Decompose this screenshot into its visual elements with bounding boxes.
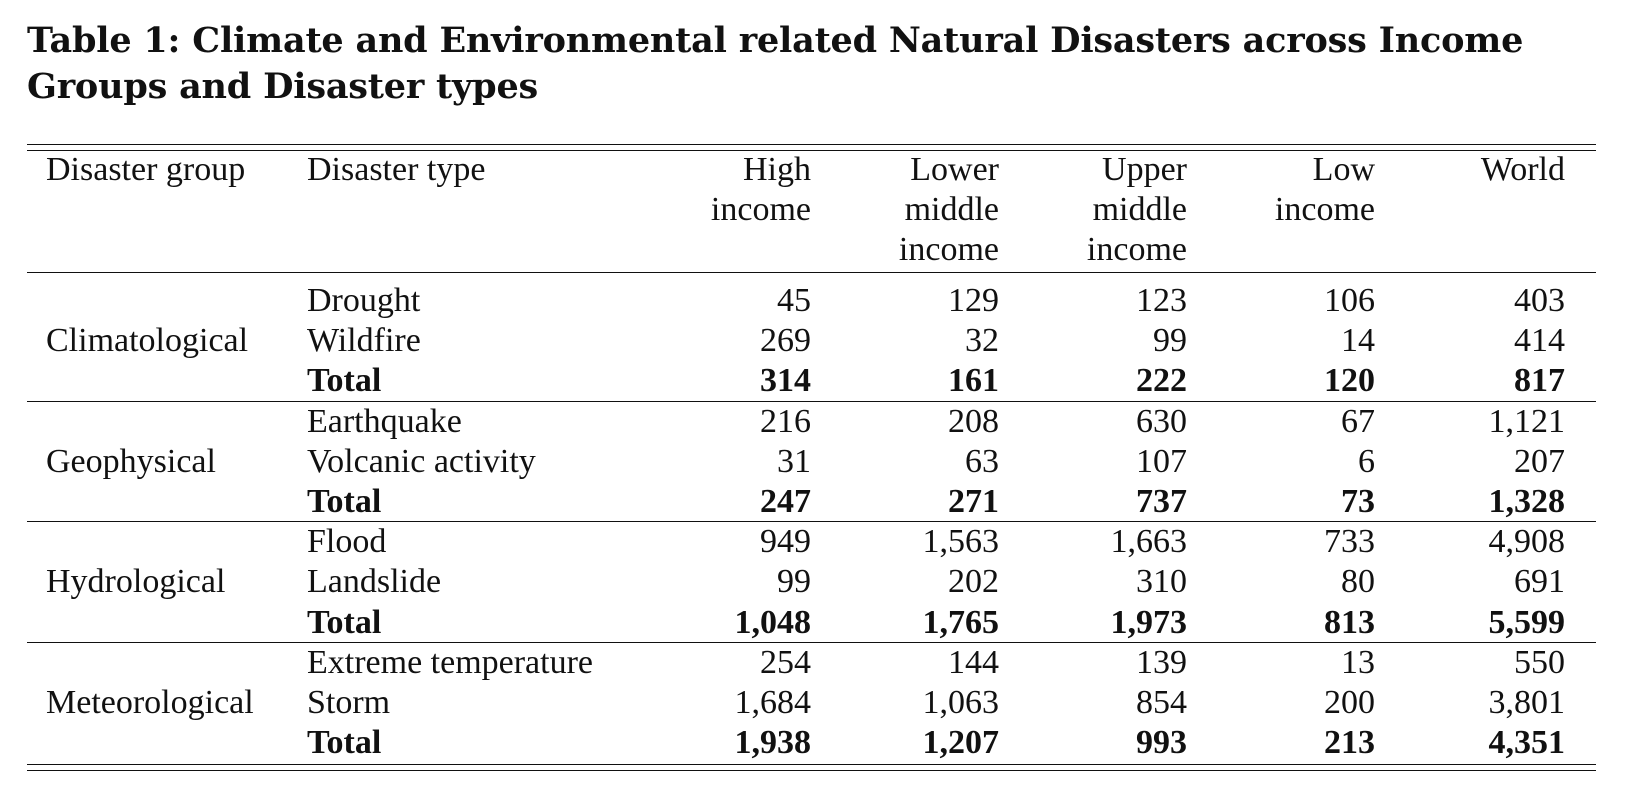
bottom-rule-2 [27,770,1596,772]
value-cell: 106 [1324,282,1375,319]
disaster-type-cell: Flood [307,523,387,561]
header-high-income: High income [710,151,811,228]
value-cell: 993 [1136,724,1187,762]
value-cell: 737 [1136,483,1187,520]
value-cell: 1,121 [1488,402,1566,440]
table-caption: Table 1: Climate and Environmental relat… [27,18,1607,110]
value-cell: 1,328 [1488,483,1566,520]
value-cell: 1,938 [734,724,812,762]
group-label: Hydrological [46,563,226,601]
value-cell: 414 [1514,322,1565,360]
value-cell: 550 [1514,643,1565,681]
value-cell: 129 [948,282,999,319]
value-cell: 4,351 [1488,724,1566,762]
value-cell: 6 [1358,442,1375,480]
caption-label: Table 1: [27,20,181,61]
value-cell: 144 [948,643,999,681]
value-cell: 1,973 [1110,603,1188,641]
value-cell: 31 [777,442,811,480]
value-cell: 1,563 [922,523,1000,561]
value-cell: 691 [1514,563,1565,601]
value-cell: 99 [1153,322,1187,360]
top-rule-1 [27,144,1596,145]
value-cell: 247 [760,483,811,520]
header-world: World [1480,151,1565,188]
value-cell: 1,048 [734,603,812,641]
value-cell: 5,599 [1488,603,1566,641]
value-cell: 208 [948,402,999,440]
value-cell: 1,063 [922,684,1000,721]
value-cell: 73 [1341,483,1375,520]
value-cell: 817 [1514,362,1565,400]
value-cell: 32 [965,322,999,360]
value-cell: 310 [1136,563,1187,601]
value-cell: 271 [948,483,999,520]
value-cell: 1,765 [922,603,1000,641]
header-lower-middle-income: Lower middle income [898,151,999,268]
header-low-income: Low income [1274,151,1375,228]
value-cell: 120 [1324,362,1375,400]
value-cell: 139 [1136,643,1187,681]
value-cell: 630 [1136,402,1187,440]
total-label: Total [307,603,382,641]
group-label: Meteorological [46,684,254,721]
bottom-rule-1 [27,764,1596,766]
caption-text: Climate and Environmental related Natura… [27,20,1524,107]
value-cell: 63 [965,442,999,480]
disaster-type-cell: Wildfire [307,322,421,360]
value-cell: 14 [1341,322,1375,360]
value-cell: 67 [1341,402,1375,440]
disaster-type-cell: Storm [307,684,391,721]
value-cell: 13 [1341,643,1375,681]
value-cell: 200 [1324,684,1375,721]
value-cell: 3,801 [1488,684,1566,721]
value-cell: 80 [1341,563,1375,601]
value-cell: 1,207 [922,724,1000,762]
value-cell: 216 [760,402,811,440]
value-cell: 1,663 [1110,523,1188,561]
value-cell: 45 [777,282,811,319]
value-cell: 107 [1136,442,1187,480]
value-cell: 854 [1136,684,1187,721]
value-cell: 161 [948,362,999,400]
total-label: Total [307,724,382,762]
value-cell: 314 [760,362,811,400]
header-disaster-group: Disaster group [46,151,246,188]
group-separator-rule [27,641,1596,643]
group-label: Geophysical [46,442,216,480]
group-separator-rule [27,521,1596,523]
value-cell: 202 [948,563,999,601]
header-upper-middle-income: Upper middle income [1086,151,1187,268]
value-cell: 1,684 [734,684,812,721]
disaster-type-cell: Drought [307,282,421,319]
value-cell: 733 [1324,523,1375,561]
disaster-type-cell: Extreme temperature [307,643,594,681]
group-label: Climatological [46,322,249,360]
header-disaster-type: Disaster type [307,151,486,188]
value-cell: 949 [760,523,811,561]
value-cell: 254 [760,643,811,681]
value-cell: 4,908 [1488,523,1566,561]
disaster-type-cell: Earthquake [307,402,462,440]
value-cell: 813 [1324,603,1375,641]
value-cell: 222 [1136,362,1187,400]
top-rule-2 [27,150,1596,151]
value-cell: 99 [777,563,811,601]
group-separator-rule [27,400,1596,402]
total-label: Total [307,483,382,520]
value-cell: 213 [1324,724,1375,762]
disaster-type-cell: Volcanic activity [307,442,536,480]
value-cell: 207 [1514,442,1565,480]
value-cell: 269 [760,322,811,360]
disaster-type-cell: Landslide [307,563,442,601]
total-label: Total [307,362,382,400]
value-cell: 123 [1136,282,1187,319]
header-rule [27,272,1596,273]
value-cell: 403 [1514,282,1565,319]
